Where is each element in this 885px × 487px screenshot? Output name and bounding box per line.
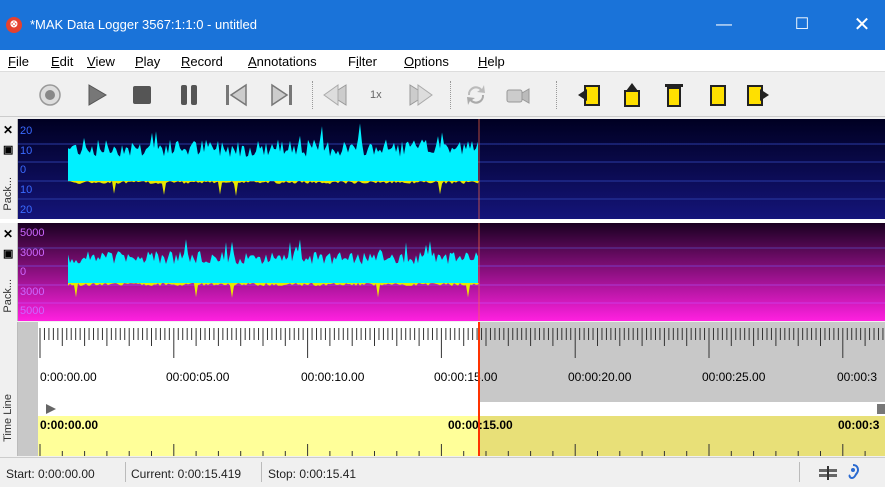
track-side-panel: ✕ ▣ Pack...: [0, 223, 18, 321]
status-bar: Start: 0:00:00.00 Current: 0:00:15.419 S…: [0, 457, 885, 487]
annotation-up-icon[interactable]: [618, 81, 646, 109]
track-side-panel: ✕ ▣ Pack...: [0, 119, 18, 219]
range-end-handle-icon[interactable]: [873, 402, 885, 416]
status-divider: [261, 462, 262, 482]
y-tick-label: 20: [20, 125, 33, 137]
track-label: Pack...: [2, 279, 14, 313]
track-plot[interactable]: [18, 223, 885, 321]
menu-record[interactable]: Record: [181, 54, 223, 69]
menu-help[interactable]: Help: [478, 54, 505, 69]
status-stop: Stop: 0:00:15.41: [268, 467, 357, 481]
ruler-tick-label: 00:00:15.00: [434, 370, 498, 384]
network-icon[interactable]: [818, 465, 838, 481]
camera-icon[interactable]: [504, 81, 532, 109]
y-tick-label: 20: [20, 204, 33, 216]
range-bar[interactable]: 0:00:00.00 00:00:15.00 00:00:3: [38, 416, 885, 456]
range-mid-label: 00:00:15.00: [448, 418, 513, 432]
loop-icon[interactable]: [462, 81, 490, 109]
range-end-label: 00:00:3: [838, 418, 880, 432]
undock-track-icon[interactable]: ▣: [3, 144, 14, 156]
timeline-gutter: [18, 322, 38, 456]
maximize-icon[interactable]: ☐: [794, 16, 810, 33]
track-label: Pack...: [2, 177, 14, 211]
waveform-1: [18, 119, 885, 219]
ruler-tick-label: 00:00:10.00: [301, 370, 365, 384]
status-current: Current: 0:00:15.419: [131, 467, 242, 481]
packet-track-2: ✕ ▣ Pack... 5000 3000 0 3000 5000: [0, 223, 885, 321]
annotation-marker-icon[interactable]: [660, 81, 688, 109]
y-tick-label: 10: [20, 145, 33, 157]
range-start-handle-icon[interactable]: [44, 402, 60, 416]
packet-track-1: ✕ ▣ Pack... 20 10 0 10 20: [0, 119, 885, 219]
toolbar-separator: [312, 81, 314, 109]
playhead-cursor[interactable]: [478, 322, 480, 456]
ruler-tick-label: 0:00:00.00: [40, 370, 97, 384]
menu-filter[interactable]: Filter: [348, 54, 377, 69]
y-tick-label: 0: [20, 164, 27, 176]
menu-file[interactable]: File: [8, 54, 29, 69]
toolbar: 1x: [0, 73, 885, 117]
annotation-flag-icon[interactable]: [704, 81, 732, 109]
ruler-tick-label: 00:00:05.00: [166, 370, 230, 384]
ruler-tick-label: 00:00:3: [837, 370, 878, 384]
timeline-future-region: [478, 322, 885, 402]
menu-edit[interactable]: Edit: [51, 54, 74, 69]
status-start: Start: 0:00:00.00: [6, 467, 95, 481]
range-ticks: [39, 444, 866, 456]
time-ruler[interactable]: [38, 322, 885, 402]
app-logo-icon: ⊗: [6, 17, 22, 33]
y-tick-label: 5000: [20, 227, 45, 239]
timeline-side: Time Line: [0, 322, 18, 456]
toolbar-separator: [556, 81, 558, 109]
ruler-tick-label: 00:00:20.00: [568, 370, 632, 384]
step-forward-icon[interactable]: [406, 81, 434, 109]
timeline-label: Time Line: [2, 394, 14, 442]
undock-track-icon[interactable]: ▣: [3, 248, 14, 260]
y-tick-label: 3000: [20, 247, 45, 259]
ruler-tick-label: 00:00:25.00: [702, 370, 766, 384]
title-bar: ⊗ *MAK Data Logger 3567:1:1:0 - untitled…: [0, 0, 885, 50]
close-track-icon[interactable]: ✕: [3, 227, 14, 241]
annotation-right-icon[interactable]: [744, 81, 772, 109]
menu-annotations[interactable]: Annotations: [248, 54, 317, 69]
skip-to-start-icon[interactable]: [222, 81, 250, 109]
speed-label: 1x: [370, 89, 382, 101]
play-icon[interactable]: [82, 81, 110, 109]
track-divider[interactable]: [0, 219, 885, 223]
y-tick-label: 10: [20, 184, 33, 196]
close-icon[interactable]: ✕: [853, 14, 871, 36]
status-divider: [125, 462, 126, 482]
window-title: *MAK Data Logger 3567:1:1:0 - untitled: [30, 17, 257, 32]
stop-icon[interactable]: [128, 81, 156, 109]
menu-options[interactable]: Options: [404, 54, 449, 69]
status-divider: [799, 462, 800, 482]
pause-icon[interactable]: [175, 81, 203, 109]
range-handle-track: [38, 402, 885, 416]
annotation-left-icon[interactable]: [575, 81, 603, 109]
menu-view[interactable]: View: [87, 54, 115, 69]
step-back-icon[interactable]: [322, 81, 350, 109]
timeline-panel: Time Line 0:00:00.00 00:00:05.00 00:00:1…: [0, 322, 885, 456]
range-start-label: 0:00:00.00: [40, 418, 99, 432]
menu-bar: File Edit View Play Record Annotations F…: [0, 50, 885, 72]
record-icon[interactable]: [36, 81, 64, 109]
y-tick-label: 5000: [20, 305, 45, 317]
range-bar-future: [478, 416, 885, 456]
skip-to-end-icon[interactable]: [268, 81, 296, 109]
y-tick-label: 3000: [20, 286, 45, 298]
minimize-icon[interactable]: —: [716, 16, 732, 33]
y-tick-label: 0: [20, 266, 27, 278]
track-plot[interactable]: [18, 119, 885, 219]
ear-icon[interactable]: [846, 463, 860, 481]
waveform-2: [18, 223, 885, 321]
menu-play[interactable]: Play: [135, 54, 161, 69]
close-track-icon[interactable]: ✕: [3, 123, 14, 137]
toolbar-separator: [450, 81, 452, 109]
